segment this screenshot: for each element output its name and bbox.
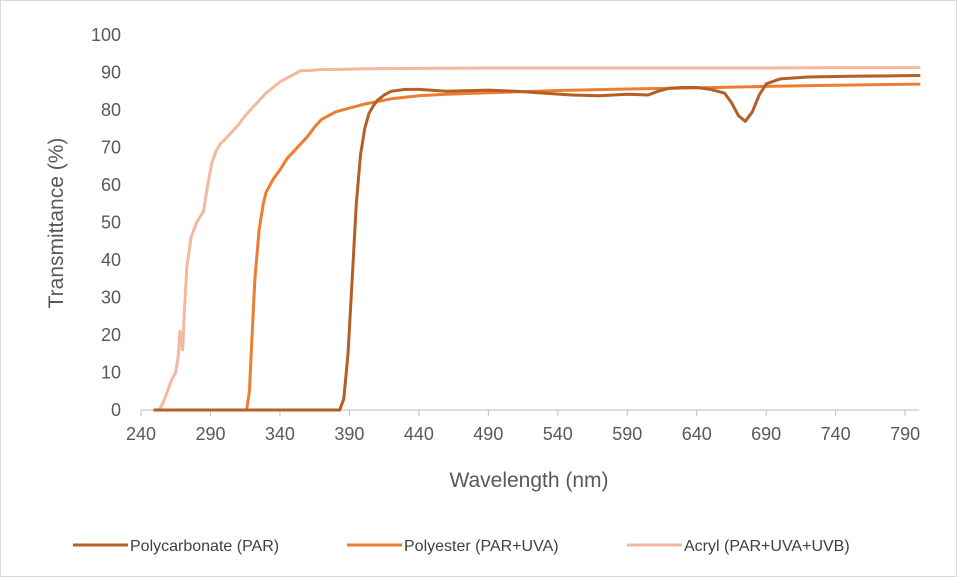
legend-label: Polycarbonate (PAR) [130, 538, 279, 555]
series-group [153, 66, 921, 412]
y-tick-label: 20 [101, 325, 121, 345]
x-tick-label: 240 [126, 424, 156, 444]
y-tick-label: 10 [101, 363, 121, 383]
legend-label: Acryl (PAR+UVA+UVB) [684, 538, 850, 555]
x-tick-label: 640 [682, 424, 712, 444]
x-tick-label: 690 [751, 424, 781, 444]
x-tick-label: 740 [821, 424, 851, 444]
legend: Polycarbonate (PAR) Polyester (PAR+UVA) Ac… [73, 538, 850, 555]
legend-label: Polyester (PAR+UVA) [404, 538, 559, 555]
y-tick-label: 80 [101, 100, 121, 120]
y-tick-label: 70 [101, 138, 121, 158]
series-line-0 [153, 74, 921, 412]
axes: 240 290 340 390 440 490 540 590 640 690 740 790 0 10 2… [91, 25, 920, 444]
y-tick-label: 0 [111, 400, 121, 420]
y-axis-title: Transmittance (%) [45, 138, 68, 309]
y-tick-label: 60 [101, 175, 121, 195]
y-tick-label: 30 [101, 288, 121, 308]
x-tick-label: 790 [890, 424, 920, 444]
x-tick-label: 340 [265, 424, 295, 444]
x-tick-label: 290 [195, 424, 225, 444]
x-tick-label: 390 [334, 424, 364, 444]
legend-item-2: Acryl (PAR+UVA+UVB) [627, 538, 850, 555]
legend-item-1: Polyester (PAR+UVA) [347, 538, 559, 555]
series-line-2 [153, 66, 921, 412]
y-tick-label: 50 [101, 213, 121, 233]
x-tick-label: 590 [612, 424, 642, 444]
y-tick-label: 90 [101, 63, 121, 83]
x-tick-label: 540 [543, 424, 573, 444]
legend-item-0: Polycarbonate (PAR) [73, 538, 279, 555]
x-tick-label: 490 [473, 424, 503, 444]
x-axis-title: Wavelength (nm) [449, 469, 608, 492]
y-tick-label: 40 [101, 250, 121, 270]
y-tick-label: 100 [91, 25, 121, 45]
x-tick-label: 440 [404, 424, 434, 444]
series-line-1 [153, 82, 921, 412]
